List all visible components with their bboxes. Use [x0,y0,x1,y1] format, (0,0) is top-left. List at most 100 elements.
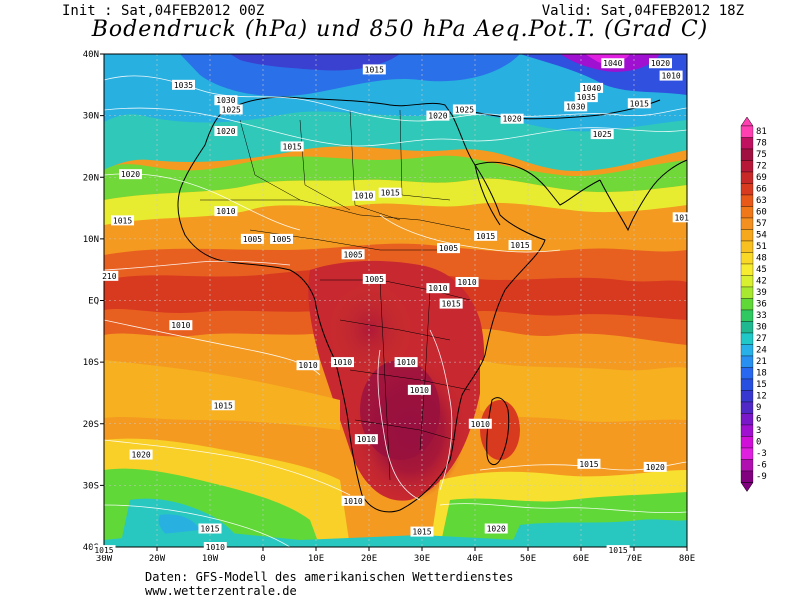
isobar-label: 1015 [510,241,529,250]
isobar-label-box [410,526,434,537]
isobar-label-box [211,400,235,411]
longitude-tick-label: 30W [96,554,113,564]
colorbar-level-label: 42 [756,277,767,287]
isobar-label: 1015 [630,99,649,108]
colorbar-swatch [740,148,754,161]
longitude-tick-label: 20W [149,554,166,564]
colorbar-level-label: 72 [756,162,767,172]
colorbar-level-label: -3 [756,449,767,459]
chart-title: Bodendruck (hPa) und 850 hPa Aeq.Pot.T. … [91,17,709,42]
isobar-label-box [352,190,376,201]
isobar-label-box [580,82,604,93]
isobar-label: 1035 [174,81,193,90]
longitude-tick-label: 30E [414,554,430,564]
colorbar-swatch [740,355,754,368]
colorbar-level-label: 39 [756,288,767,298]
isobar-label: 1025 [455,105,474,114]
colorbar-swatch [740,160,754,173]
isobar-label-box [362,273,386,284]
isobar-label-box [649,58,672,69]
longitude-tick-label: 80E [679,554,695,564]
equivalent-potential-temperature-field [104,54,687,547]
longitude-tick-label: 10W [202,554,219,564]
isobar-label: 1010 [298,361,317,370]
isobar-label: 1010 [428,284,447,293]
isobar-label-box [341,495,365,506]
isobar-label-box [439,298,463,309]
isobar-label: 1040 [582,84,601,93]
colorbar-swatch [740,436,754,449]
latitude-tick-label: 40S [83,543,99,553]
isobar-label-box [172,79,195,90]
colorbar-level-label: 9 [756,403,761,413]
colorbar-swatch [740,344,754,357]
latitude-tick-label: 40N [83,50,99,60]
colorbar-swatch [740,217,754,230]
isobar-label-box [672,212,691,223]
latitude-tick-label: 30N [83,112,99,122]
colorbar-swatch [740,413,754,426]
isobar-label-box [601,58,625,69]
colorbar-level-label: -6 [756,461,767,471]
isobar-label: 1010 [343,497,362,506]
colorbar-level-label: 12 [756,392,767,402]
isobar-label: 1020 [428,112,447,121]
credits-website: www.wetterzentrale.de [145,584,297,598]
colorbar-level-label: 51 [756,242,767,252]
isobar-label-box [270,233,294,244]
isobar-label: 1015 [476,232,495,241]
isobar-label: 1020 [131,451,150,460]
isobar-label: 1010 [661,72,680,81]
isobar-label: 1035 [577,93,596,102]
isobar-label-box [100,270,119,281]
colorbar-level-label: 6 [756,415,761,425]
colorbar-bottom-arrow [740,482,754,492]
colorbar-level-label: 69 [756,173,767,183]
isobar-label: 1015 [94,546,113,555]
isobar-label: 1020 [502,115,521,124]
latitude-axis: 40N 30N 20N 10N EQ 10S 20S 30S 40S [83,50,104,553]
colorbar-swatch [740,240,754,253]
isobar-label-box [659,70,683,81]
colorbar-level-label: 21 [756,357,767,367]
isobar-label: 1005 [439,244,458,253]
colorbar-swatch [740,459,754,472]
isobar-label: 1015 [579,460,598,469]
isobar-label: 1030 [566,102,585,111]
isobar-label: 1005 [343,250,362,259]
latitude-tick-label: 20S [83,420,99,430]
isobar-label-box [240,233,264,244]
longitude-axis: 30W 20W 10W 0 10E 20E 30E 40E 50E 60E 70E 80E [96,547,695,564]
isobar-label: 1015 [283,142,302,151]
isobar-label-box [331,357,354,368]
isobar-label: 1020 [651,59,670,68]
isobar-label: 1040 [603,59,622,68]
latitude-tick-label: 20N [83,173,99,183]
isobar-label-box [426,110,450,121]
valid-time-label: Valid: Sat,04FEB2012 18Z [541,3,744,19]
isobar-label: 1010 [471,420,490,429]
isobar-label: 1015 [608,546,627,555]
colorbar-level-label: 3 [756,426,761,436]
isobar-label: 1010 [457,278,476,287]
isobar-label: 1015 [365,65,384,74]
colorbar-swatch [740,183,754,196]
isobar-label-box [564,101,588,112]
data-credits: Daten: GFS-Modell des amerikanischen Wet… [145,570,513,598]
colorbar-swatch [740,390,754,403]
colorbar-level-label: 63 [756,196,767,206]
isobar-label-box [296,360,320,371]
longitude-tick-label: 40E [467,554,483,564]
colorbar-swatch [740,286,754,299]
isobar-label-box [129,449,153,460]
isobar-label-box [643,461,667,472]
colorbar-level-label: 27 [756,334,767,344]
colorbar-level-label: 75 [756,150,767,160]
isobar-label: 1010 [354,192,373,201]
isobar-label-box [214,206,238,217]
colorbar-swatch [740,125,754,138]
latitude-tick-label: 10S [83,358,99,368]
isobar-label-box [484,523,508,534]
isobar-label: 101 [674,213,689,222]
